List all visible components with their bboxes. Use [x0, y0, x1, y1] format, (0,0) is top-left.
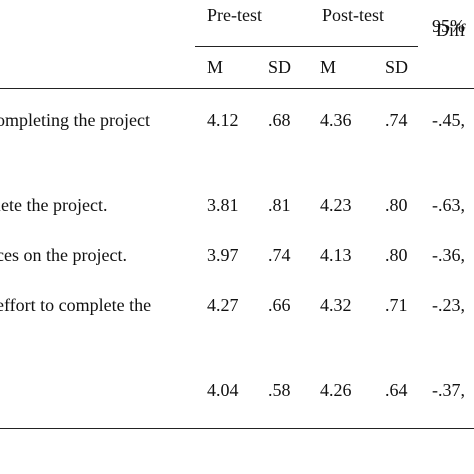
cell: .71: [385, 295, 408, 315]
cell: 4.32: [320, 295, 352, 315]
cell: -.45,: [432, 110, 465, 130]
cell: .80: [385, 245, 408, 265]
row-label: ompleting the project: [0, 110, 150, 130]
header-bottom-rule: [0, 88, 474, 89]
cell: 4.13: [320, 245, 352, 265]
cell: .64: [385, 380, 408, 400]
cell: 4.26: [320, 380, 352, 400]
column-header: SD: [268, 57, 292, 77]
cell: .74: [385, 110, 408, 130]
cell: 4.23: [320, 195, 352, 215]
cell: -.36,: [432, 245, 465, 265]
cell: .74: [268, 245, 291, 265]
cell: 3.97: [207, 245, 239, 265]
cell: .80: [385, 195, 408, 215]
cell: -.23,: [432, 295, 465, 315]
cell: .68: [268, 110, 291, 130]
column-header: M: [207, 57, 224, 77]
cell: .81: [268, 195, 291, 215]
cell: 4.12: [207, 110, 239, 130]
cell: .66: [268, 295, 291, 315]
cell: 4.04: [207, 380, 239, 400]
cell: 3.81: [207, 195, 239, 215]
column-header: SD: [385, 57, 409, 77]
row-label: ces on the project.: [0, 245, 127, 265]
cell: -.37,: [432, 380, 465, 400]
column-header: M: [320, 57, 337, 77]
group-header: 95%: [432, 16, 465, 36]
cell: 4.36: [320, 110, 352, 130]
cell: .58: [268, 380, 291, 400]
header-rule: [195, 46, 418, 47]
table-bottom-rule: [0, 428, 474, 429]
cell: 4.27: [207, 295, 239, 315]
column-header: Diff: [436, 20, 466, 40]
row-label: effort to complete the: [0, 295, 152, 315]
row-label: lete the project.: [0, 195, 108, 215]
cell: -.63,: [432, 195, 465, 215]
group-header: Pre-test: [207, 5, 262, 25]
group-header: Post-test: [322, 5, 385, 25]
